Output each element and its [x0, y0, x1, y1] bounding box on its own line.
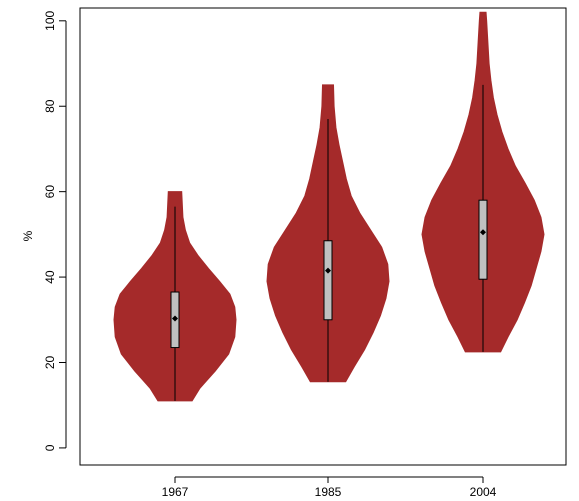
y-tick-label: 20 — [43, 356, 57, 370]
x-tick-label: 2004 — [470, 485, 497, 499]
box-2004 — [478, 199, 488, 280]
y-tick-label: 60 — [43, 185, 57, 199]
y-tick-label: 0 — [43, 444, 57, 451]
plot-frame — [79, 7, 567, 466]
median-2004 — [480, 229, 486, 236]
median-1967 — [172, 315, 178, 322]
y-axis: 0 20 40 60 80 100 — [43, 10, 67, 451]
violins-group — [113, 11, 545, 402]
median-1985 — [325, 267, 331, 274]
x-axis: 1967 1985 2004 — [162, 476, 497, 499]
y-tick-label: 40 — [43, 270, 57, 284]
x-tick-label: 1967 — [162, 485, 189, 499]
x-tick-label: 1985 — [315, 485, 342, 499]
y-tick-label: 80 — [43, 99, 57, 113]
y-tick-label: 100 — [43, 10, 57, 30]
box-1985 — [323, 240, 333, 321]
y-axis-label: % — [21, 230, 35, 241]
